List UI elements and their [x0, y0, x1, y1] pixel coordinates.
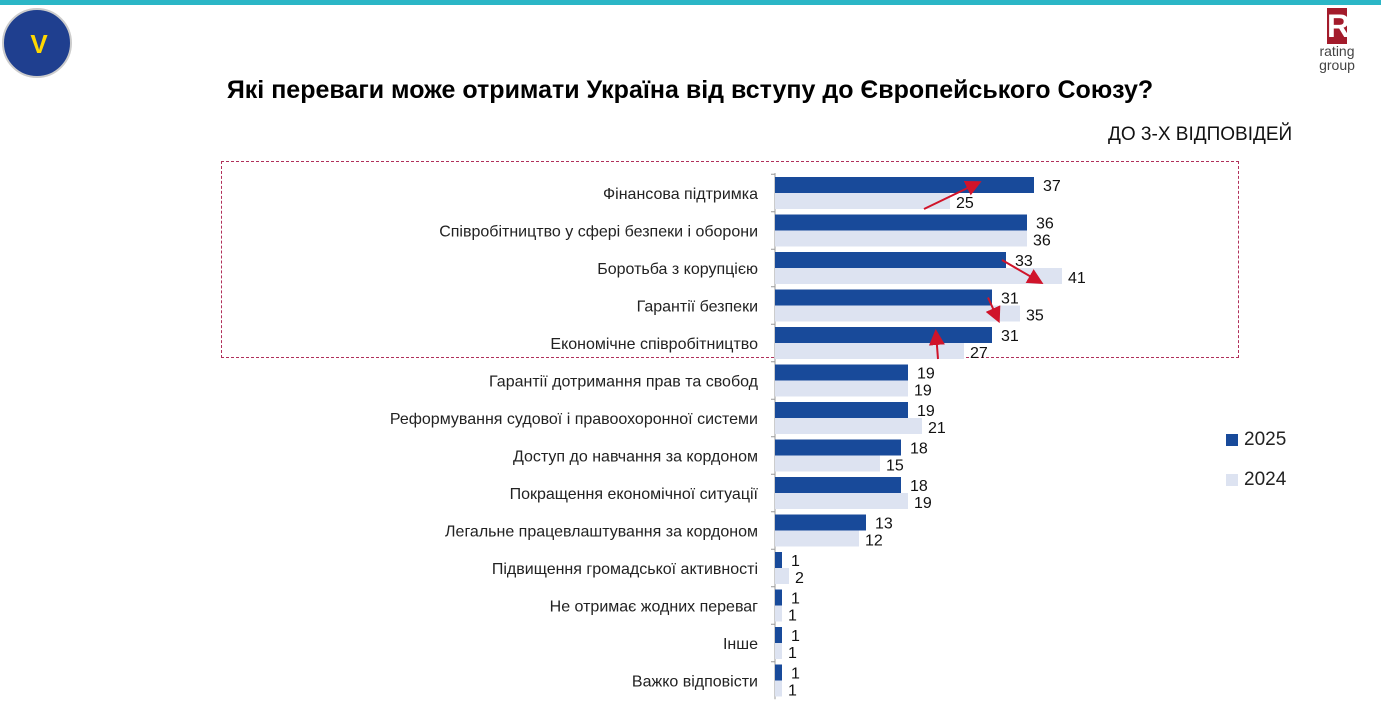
- data-label-2024: 41: [1068, 270, 1086, 287]
- category-label: Фінансова підтримка: [603, 186, 758, 203]
- bar-2025: [775, 327, 992, 343]
- data-label-2024: 27: [970, 345, 988, 362]
- data-label-2024: 12: [865, 533, 883, 550]
- legend-item-2024: 2024: [1226, 460, 1286, 500]
- data-label-2024: 21: [928, 420, 946, 437]
- bar-2025: [775, 439, 901, 456]
- bar-2025: [775, 664, 782, 681]
- data-label-2024: 35: [1026, 308, 1044, 325]
- rating-group-logo: R rating group: [1312, 8, 1362, 72]
- category-label: Підвищення громадської активності: [492, 561, 758, 578]
- bar-2024: [775, 605, 782, 622]
- data-label-2025: 31: [1001, 291, 1019, 308]
- trend-arrow-up: [928, 329, 945, 360]
- data-label-2025: 13: [875, 516, 893, 533]
- category-label: Боротьба з корупцією: [597, 261, 758, 278]
- highlight-frame: [221, 161, 1239, 358]
- category-label: Доступ до навчання за кордоном: [513, 449, 758, 466]
- bar-2024: [775, 643, 782, 659]
- trend-arrow-down: [985, 297, 1001, 324]
- bar-2025: [775, 252, 1006, 268]
- logo-text-group: group: [1319, 57, 1355, 73]
- chart-subtitle: ДО 3-Х ВІДПОВІДЕЙ: [1108, 124, 1293, 145]
- bar-2024: [775, 343, 964, 359]
- data-label-2024: 2: [795, 570, 804, 587]
- data-label-2025: 19: [917, 366, 935, 383]
- bar-2025: [775, 627, 782, 643]
- data-label-2024: 25: [956, 195, 974, 212]
- bar-2025: [775, 289, 992, 306]
- bar-2025: [775, 364, 908, 381]
- data-label-2024: 1: [788, 645, 797, 662]
- trend-arrow-down: [1001, 259, 1044, 285]
- logo-text-rating: rating: [1319, 43, 1355, 59]
- category-label: Економічне співробітництво: [550, 336, 758, 353]
- bar-2024: [775, 418, 922, 434]
- bar-2024: [775, 493, 908, 509]
- category-label: Легальне працевлаштування за кордоном: [445, 524, 758, 541]
- category-label: Гарантії безпеки: [637, 299, 758, 316]
- trend-arrow-up: [923, 180, 982, 210]
- logo-r-letter: R: [1327, 8, 1351, 44]
- euam-logo: V: [2, 8, 72, 78]
- bar-2024: [775, 530, 859, 547]
- legend-swatch: [1226, 434, 1238, 446]
- data-label-2025: 31: [1001, 328, 1019, 345]
- bar-2024: [775, 193, 950, 209]
- data-label-2025: 18: [910, 441, 928, 458]
- data-label-2024: 1: [788, 608, 797, 625]
- category-label: Покращення економічної ситуації: [510, 486, 759, 503]
- data-label-2025: 1: [791, 628, 800, 645]
- legend-item-2025: 2025: [1226, 420, 1286, 460]
- chart-title: Які переваги може отримати Україна від в…: [226, 76, 1154, 104]
- data-label-2024: 1: [788, 683, 797, 700]
- bar-2025: [775, 514, 866, 531]
- data-label-2024: 19: [914, 383, 932, 400]
- bar-2024: [775, 680, 782, 697]
- data-label-2024: 15: [886, 458, 904, 475]
- bar-2024: [775, 305, 1020, 322]
- category-label: Реформування судової і правоохоронної си…: [390, 411, 758, 428]
- data-label-2024: 19: [914, 495, 932, 512]
- data-label-2025: 1: [791, 666, 800, 683]
- bar-2025: [775, 177, 1034, 193]
- data-label-2025: 18: [910, 478, 928, 495]
- bar-2025: [775, 402, 908, 418]
- bar-2024: [775, 230, 1027, 247]
- category-label: Важко відповісти: [632, 674, 758, 691]
- data-label-2025: 1: [791, 553, 800, 570]
- data-label-2025: 33: [1015, 253, 1033, 270]
- data-label-2025: 37: [1043, 178, 1061, 195]
- bar-2024: [775, 268, 1062, 284]
- data-label-2025: 19: [917, 403, 935, 420]
- legend: 2025 2024: [1226, 420, 1286, 500]
- bar-2024: [775, 455, 880, 472]
- bar-2025: [775, 477, 901, 493]
- bar-2025: [775, 589, 782, 606]
- data-label-2024: 36: [1033, 233, 1051, 250]
- category-label: Інше: [723, 636, 758, 653]
- bar-2024: [775, 380, 908, 397]
- bar-2024: [775, 568, 789, 584]
- category-label: Гарантії дотримання прав та свобод: [489, 374, 759, 391]
- data-label-2025: 36: [1036, 216, 1054, 233]
- bar-2025: [775, 214, 1027, 231]
- category-label: Співробітництво у сфері безпеки і оборон…: [439, 224, 758, 241]
- bar-2025: [775, 552, 782, 568]
- data-label-2025: 1: [791, 591, 800, 608]
- legend-label: 2024: [1244, 469, 1287, 490]
- category-label: Не отримає жодних переваг: [550, 599, 759, 616]
- top-bar: [0, 0, 1381, 5]
- legend-label: 2025: [1244, 429, 1287, 450]
- legend-swatch: [1226, 474, 1238, 486]
